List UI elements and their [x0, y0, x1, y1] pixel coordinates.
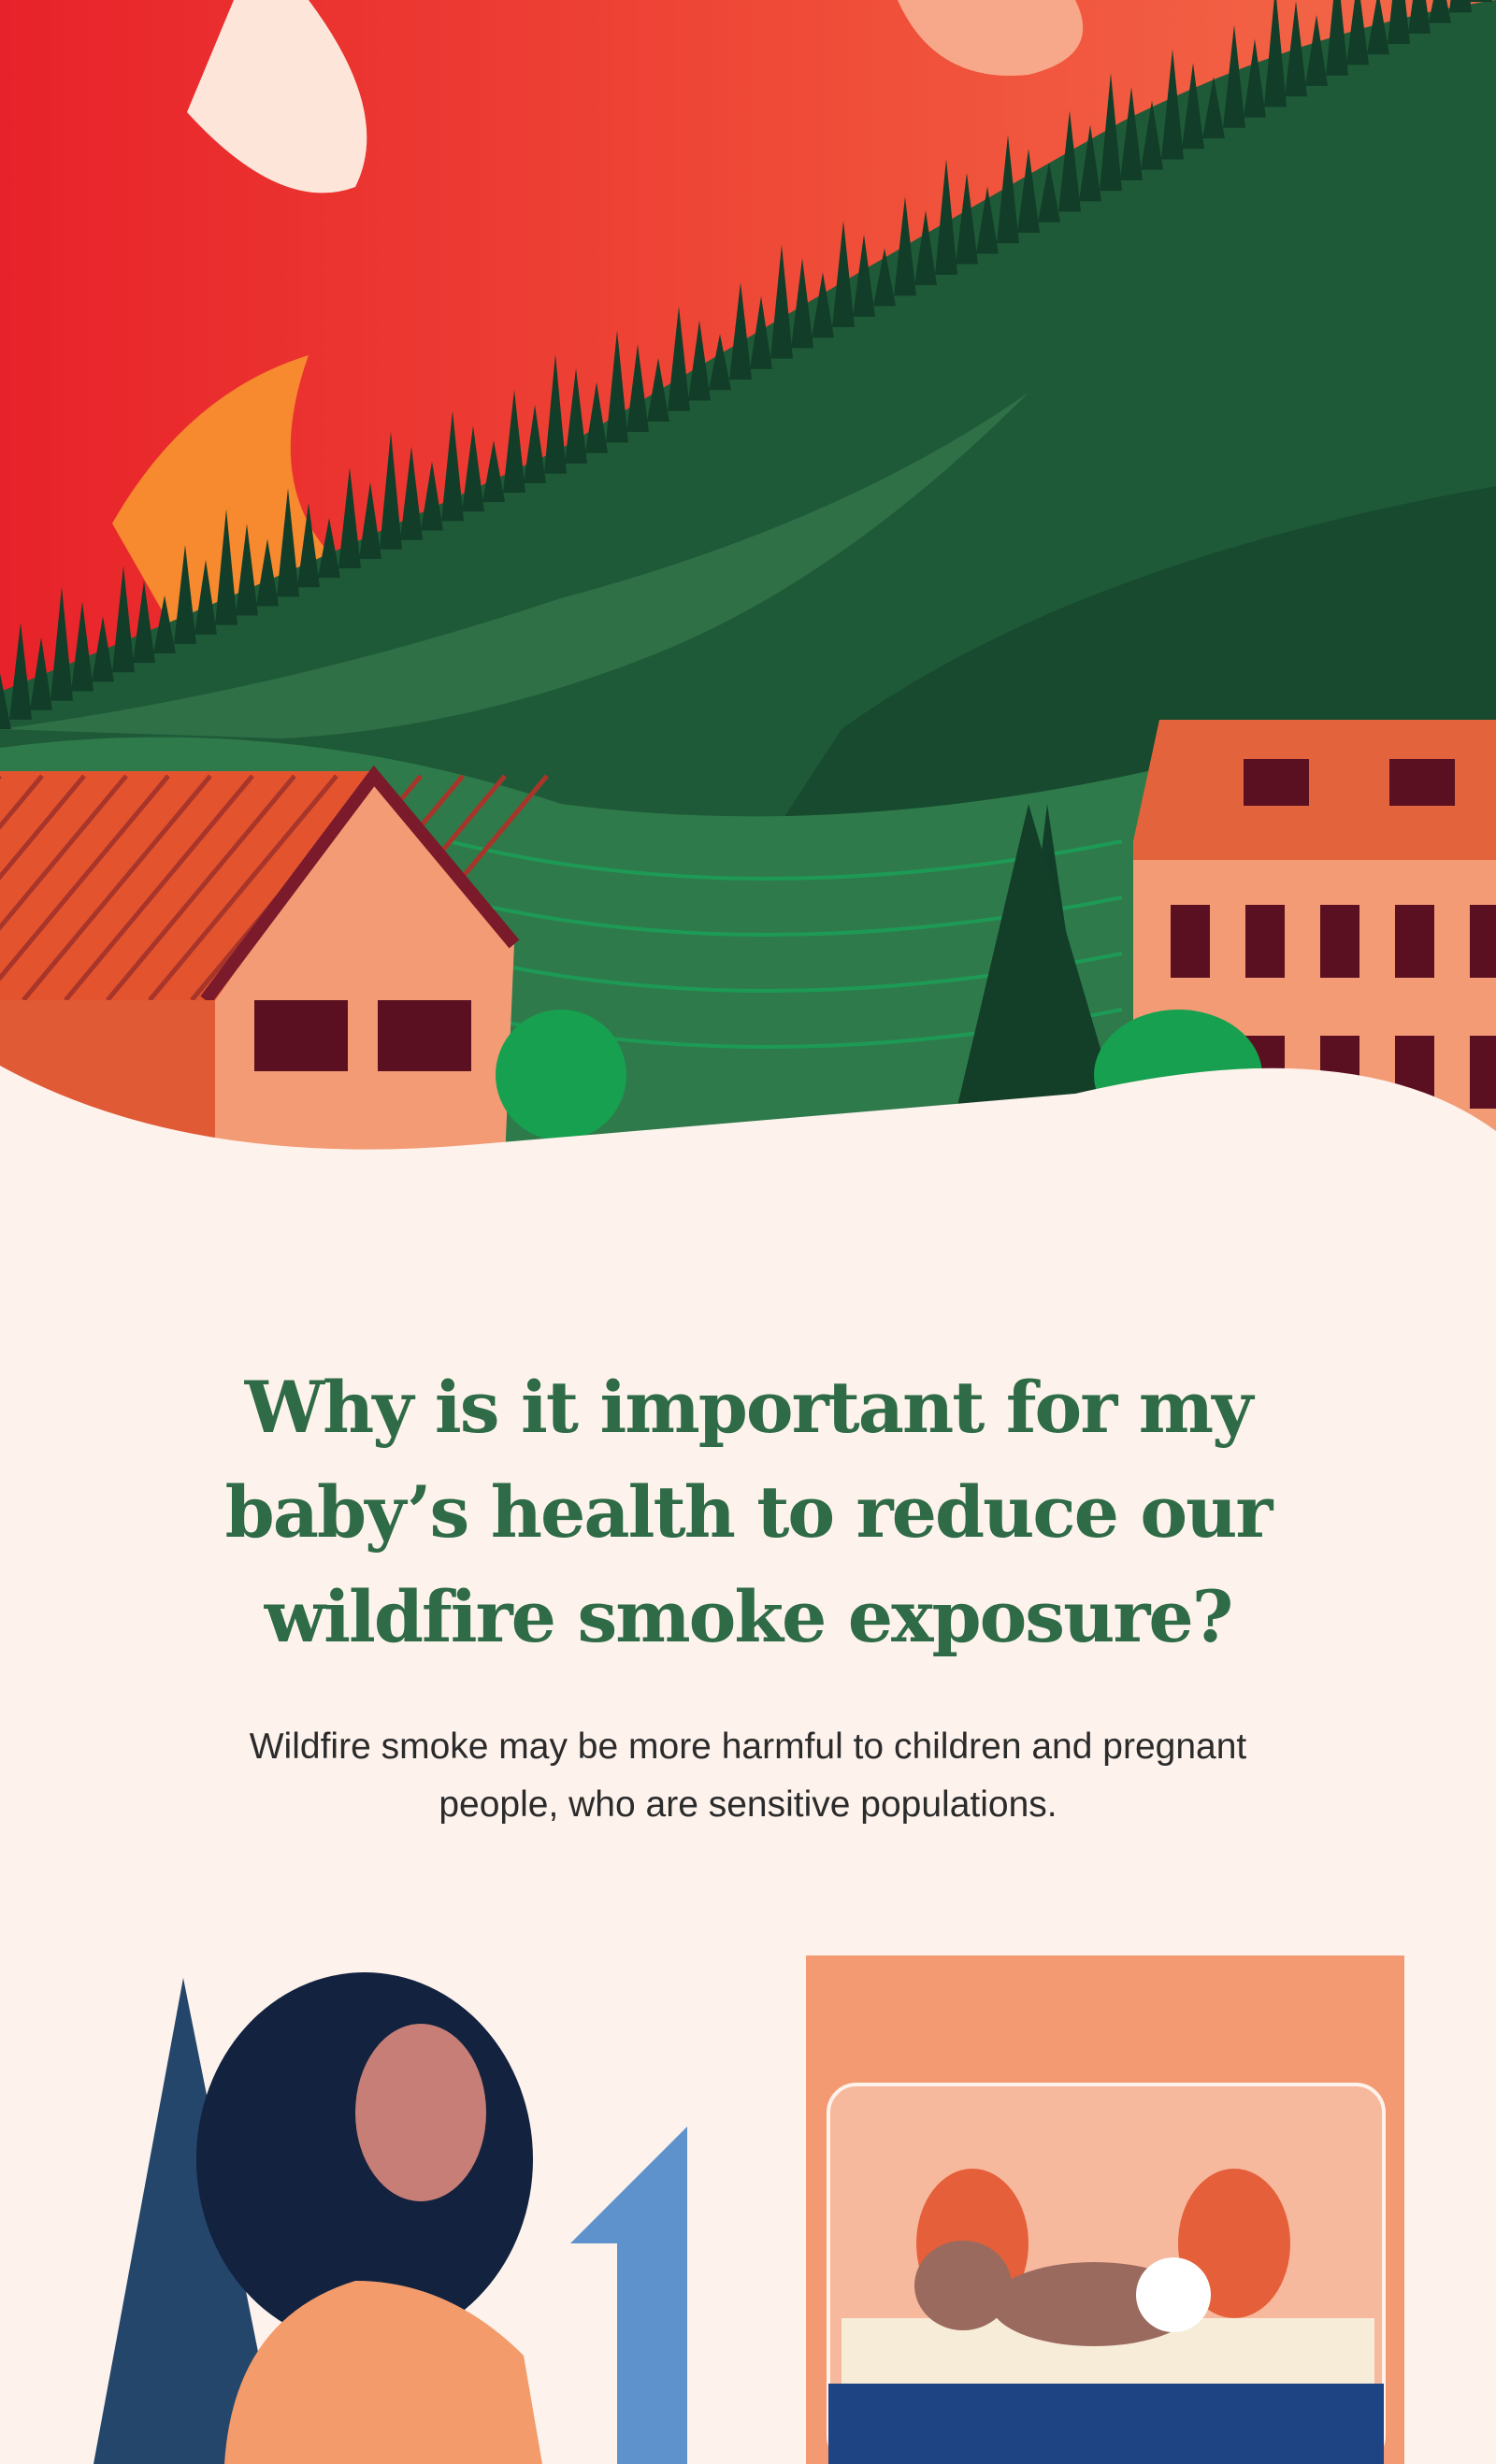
illustrations [0, 1944, 1496, 2464]
section-heading: Why is it important for my baby’s health… [187, 1355, 1309, 1669]
dormer [1244, 759, 1309, 806]
window [1395, 905, 1434, 978]
bush [496, 1010, 626, 1140]
arrow [570, 2127, 687, 2464]
window [1320, 905, 1359, 978]
window [254, 1000, 348, 1071]
incubator-base [828, 2384, 1384, 2464]
window [1470, 905, 1496, 978]
dormer [1389, 759, 1455, 806]
face [355, 2024, 486, 2201]
pine [1449, 0, 1472, 12]
pine [1470, 0, 1492, 2]
window [1470, 1036, 1496, 1109]
window [378, 1000, 471, 1071]
section-body: Wildfire smoke may be more harmful to ch… [243, 1718, 1253, 1834]
page-body: {"section":{"heading":"Why is it importa… [0, 0, 1496, 2464]
page: Wildfire smoke html,body{margin:0;paddin… [0, 0, 1496, 2464]
diaper [1136, 2257, 1211, 2332]
window [1171, 905, 1210, 978]
window [1245, 905, 1285, 978]
hero-illustration [0, 0, 1496, 1159]
